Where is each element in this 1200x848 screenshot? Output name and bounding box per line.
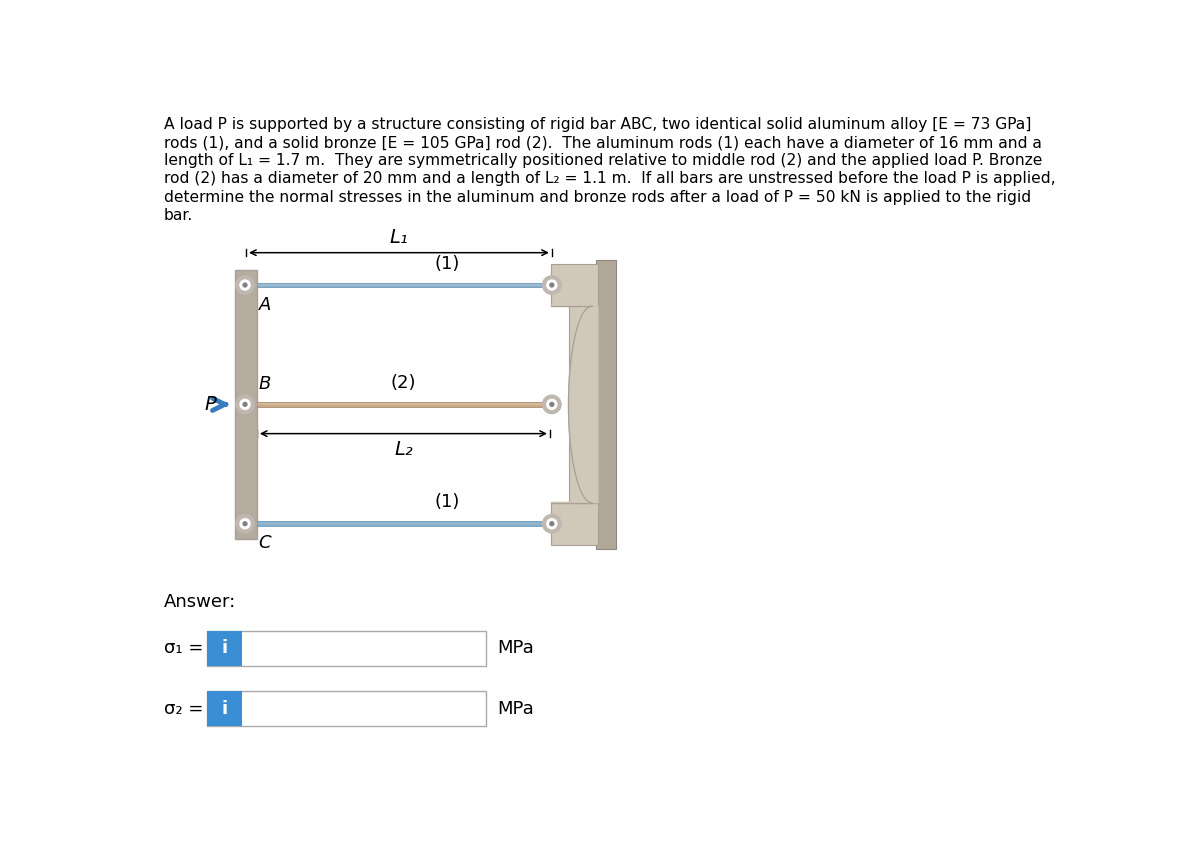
Circle shape [240,280,250,290]
Bar [257,402,550,407]
Circle shape [235,395,254,414]
Text: (1): (1) [434,494,460,511]
Circle shape [240,399,250,410]
Circle shape [547,399,557,410]
Bar [552,264,598,306]
Circle shape [542,515,562,533]
Text: MPa: MPa [497,639,534,657]
Text: determine the normal stresses in the aluminum and bronze rods after a load of P : determine the normal stresses in the alu… [164,190,1031,204]
Text: σ₁ =: σ₁ = [164,639,203,657]
Text: A load P is supported by a structure consisting of rigid bar ABC, two identical : A load P is supported by a structure con… [164,117,1031,132]
Circle shape [240,519,250,528]
Circle shape [547,519,557,528]
Bar [206,631,486,667]
Circle shape [235,276,254,294]
Text: (2): (2) [391,374,416,392]
Text: i: i [221,639,228,657]
Text: P: P [205,395,217,414]
Bar [206,631,242,667]
Circle shape [244,403,247,406]
Text: rod (2) has a diameter of 20 mm and a length of L₂ = 1.1 m.  If all bars are uns: rod (2) has a diameter of 20 mm and a le… [164,171,1056,187]
Bar [235,270,257,539]
Circle shape [550,403,553,406]
Bar [257,404,550,405]
Text: bar.: bar. [164,208,193,223]
Bar [552,503,598,545]
Circle shape [550,283,553,287]
Text: Answer:: Answer: [164,593,236,611]
Circle shape [547,280,557,290]
Bar [206,691,486,726]
Text: i: i [221,700,228,717]
Bar [257,522,552,526]
Text: length of L₁ = 1.7 m.  They are symmetrically positioned relative to middle rod : length of L₁ = 1.7 m. They are symmetric… [164,153,1043,169]
Circle shape [550,522,553,526]
Text: rods (1), and a solid bronze [E = 105 GPa] rod (2).  The aluminum rods (1) each : rods (1), and a solid bronze [E = 105 GP… [164,135,1042,150]
Bar [257,284,552,286]
Text: C: C [258,534,271,553]
Text: B: B [258,375,271,393]
Bar [596,260,616,549]
Bar [206,691,242,726]
Bar [257,523,552,525]
Circle shape [235,515,254,533]
Text: L₁: L₁ [390,228,408,248]
Text: A: A [258,296,271,314]
Text: (1): (1) [434,254,460,273]
Bar [257,282,552,287]
Circle shape [542,395,562,414]
Text: L₂: L₂ [394,440,413,459]
Circle shape [244,522,247,526]
Bar [569,306,598,503]
Text: σ₂ =: σ₂ = [164,700,203,717]
Text: MPa: MPa [497,700,534,717]
Circle shape [542,276,562,294]
Circle shape [244,283,247,287]
Polygon shape [552,305,598,503]
